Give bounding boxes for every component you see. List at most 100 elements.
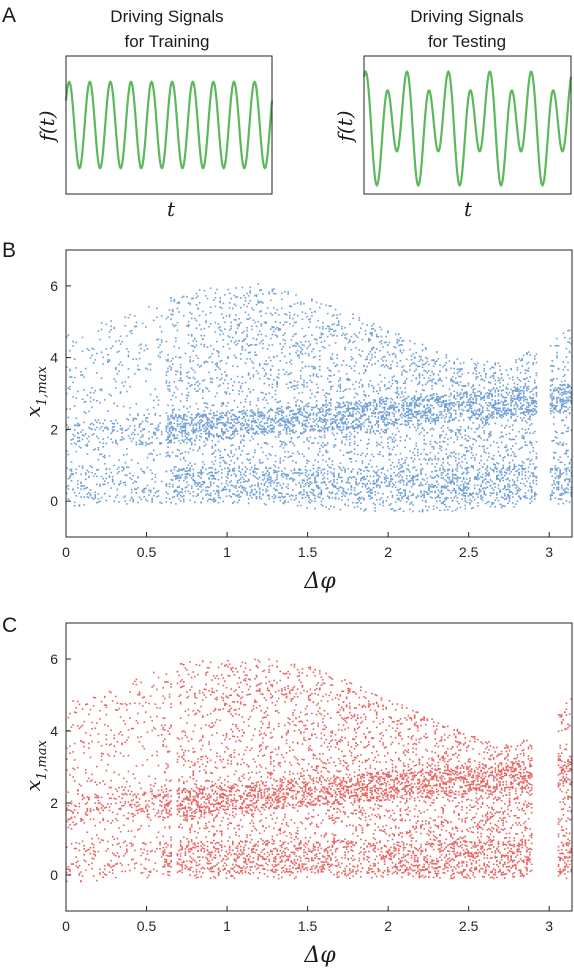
B-point (273, 307, 275, 309)
B-point (102, 483, 104, 486)
B-point (262, 425, 264, 428)
B-point (420, 415, 422, 417)
B-point (254, 449, 256, 451)
B-point (268, 498, 270, 500)
B-point (437, 379, 440, 382)
B-point (78, 423, 81, 426)
B-point (266, 348, 269, 350)
B-point (369, 421, 372, 424)
B-point (410, 409, 413, 412)
B-point (325, 444, 327, 447)
B-point (151, 478, 153, 480)
B-point (353, 440, 356, 443)
B-point (369, 380, 372, 382)
B-point (368, 495, 370, 497)
B-point (228, 393, 231, 395)
B-point (236, 417, 239, 419)
B-point (388, 367, 391, 370)
B-point (356, 493, 359, 495)
B-point (157, 346, 160, 349)
B-point (195, 485, 198, 488)
B-point (413, 398, 416, 401)
B-point (349, 323, 351, 326)
B-point (450, 455, 452, 458)
B-point (276, 485, 278, 487)
B-point (260, 310, 263, 312)
B-point (119, 361, 122, 363)
B-point (235, 475, 237, 478)
B-point (285, 430, 288, 433)
B-point (398, 393, 400, 396)
B-point (352, 407, 354, 410)
B-point (415, 416, 418, 419)
B-point (410, 398, 413, 401)
B-point (347, 421, 350, 424)
B-point (189, 302, 191, 305)
B-point (423, 369, 425, 372)
B-point (404, 439, 406, 442)
B-point (334, 408, 337, 411)
B-point (170, 425, 172, 428)
B-point (274, 414, 277, 417)
B-point (167, 415, 169, 417)
B-point (379, 432, 381, 435)
B-point (77, 390, 79, 393)
B-point (386, 365, 389, 368)
B-point (394, 439, 397, 442)
B-point (168, 418, 171, 420)
B-point (424, 473, 427, 476)
B-point (415, 479, 418, 481)
B-point (224, 371, 226, 373)
B-point (356, 336, 359, 339)
B-point (228, 347, 231, 350)
B-point (69, 468, 71, 471)
B-point (266, 417, 269, 420)
B-point (440, 472, 443, 474)
B-point (298, 354, 301, 357)
B-point (303, 408, 305, 410)
B-point (336, 423, 338, 426)
B-point (412, 479, 414, 482)
B-point (326, 312, 329, 315)
B-point (322, 327, 324, 330)
B-point (426, 454, 429, 456)
B-point (198, 383, 201, 385)
B-point (371, 453, 373, 456)
B-point (330, 358, 332, 361)
B-point (421, 509, 424, 511)
B-point (434, 490, 437, 493)
B-point (243, 406, 245, 408)
B-point (181, 296, 184, 299)
B-point (233, 354, 236, 357)
B-point (251, 488, 253, 491)
B-point (304, 423, 307, 425)
B-point (420, 473, 422, 476)
B-point (238, 393, 240, 395)
B-point (276, 382, 278, 385)
B-point (443, 469, 446, 471)
B-point (379, 374, 381, 376)
B-point (355, 460, 357, 462)
B-point (225, 421, 228, 424)
B-point (391, 448, 394, 451)
B-point (122, 467, 125, 470)
B-point (263, 426, 266, 429)
B-point (375, 405, 378, 408)
B-point (285, 362, 288, 364)
B-point (214, 363, 217, 365)
B-point (227, 418, 229, 420)
B-point (391, 360, 394, 363)
B-point (336, 426, 338, 429)
B-point (216, 350, 218, 352)
B-point (195, 292, 198, 295)
B-point (307, 460, 310, 462)
B-point (451, 419, 454, 422)
B-point (325, 421, 327, 423)
B-point (156, 490, 158, 493)
B-point (271, 429, 274, 432)
B-point (282, 496, 285, 499)
B-point (110, 432, 112, 435)
B-point (122, 454, 125, 456)
B-point (279, 400, 282, 402)
B-point (345, 364, 348, 366)
